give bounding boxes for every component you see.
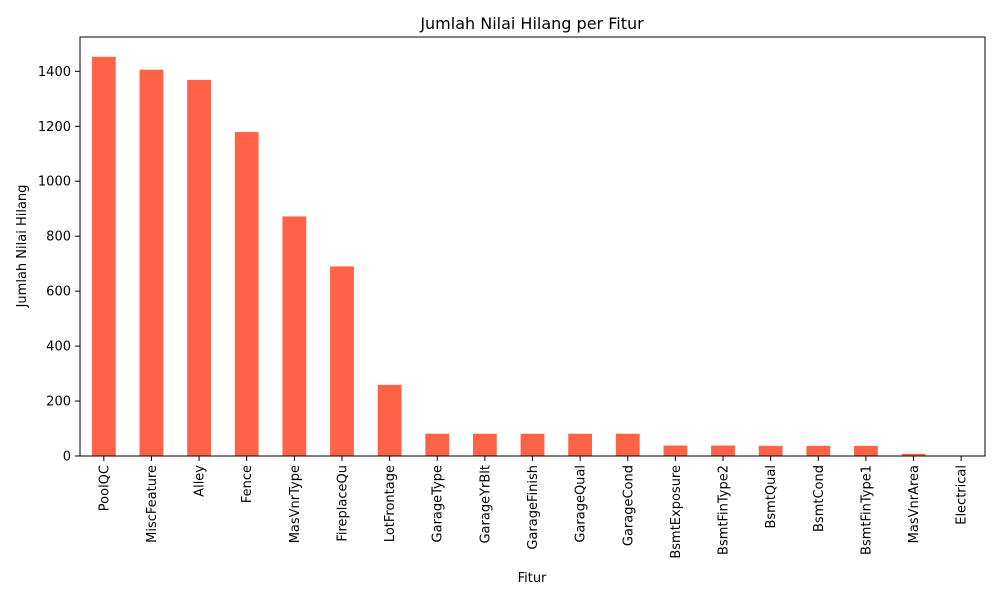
x-tick-label: BsmtCond xyxy=(812,465,827,532)
x-tick-label: BsmtFinType2 xyxy=(717,465,732,555)
x-tick-label: Fence xyxy=(240,465,255,503)
bar-BsmtFinType2 xyxy=(711,445,735,456)
x-tick-label: MiscFeature xyxy=(145,465,160,543)
bar-Alley xyxy=(187,79,211,457)
x-tick-label: BsmtExposure xyxy=(669,465,684,559)
bar-FireplaceQu xyxy=(330,266,354,456)
x-tick-label: MasVnrType xyxy=(288,465,303,543)
bar-PoolQC xyxy=(91,56,116,456)
bar-GarageYrBlt xyxy=(472,433,497,456)
bar-MiscFeature xyxy=(139,69,164,456)
bar-BsmtFinType1 xyxy=(854,445,878,456)
x-axis-ticks: PoolQC MiscFeature Alley Fence MasVnrType Fir… xyxy=(97,456,970,559)
bar-MasVnrType xyxy=(282,216,307,456)
x-tick-label: LotFrontage xyxy=(383,465,398,542)
y-tick-label: 400 xyxy=(46,340,71,355)
x-tick-label: GarageQual xyxy=(574,465,589,543)
x-tick-label: MasVnrArea xyxy=(907,465,922,543)
y-axis-ticks: 0 200 400 600 800 1000 1200 1400 xyxy=(38,65,80,465)
bar-GarageFinish xyxy=(520,433,545,456)
x-axis-label: Fitur xyxy=(518,571,547,586)
x-tick-label: GarageYrBlt xyxy=(478,465,493,544)
y-tick-label: 200 xyxy=(46,395,71,410)
bar-GarageType xyxy=(425,433,450,456)
x-tick-label: GarageType xyxy=(431,465,446,542)
x-tick-label: PoolQC xyxy=(97,465,112,511)
plot-area-frame xyxy=(79,36,986,457)
x-tick-label: GarageFinish xyxy=(526,465,541,550)
x-tick-label: BsmtFinType1 xyxy=(859,465,874,555)
y-tick-label: 1000 xyxy=(38,175,71,190)
bar-BsmtQual xyxy=(758,445,783,456)
bar-GarageCond xyxy=(615,433,640,456)
chart-title: Jumlah Nilai Hilang per Fitur xyxy=(419,14,644,33)
bar-Fence xyxy=(234,132,259,456)
x-tick-label: FireplaceQu xyxy=(335,465,350,542)
y-axis-label: Jumlah Nilai Hilang xyxy=(15,185,30,309)
bar-GarageQual xyxy=(568,433,593,456)
x-tick-label: Electrical xyxy=(955,465,970,525)
x-tick-label: BsmtQual xyxy=(764,465,779,529)
y-tick-label: 1400 xyxy=(38,65,71,80)
bar-BsmtExposure xyxy=(663,445,688,456)
bar-MasVnrArea xyxy=(901,453,926,456)
bars-group xyxy=(91,56,974,457)
x-tick-label: Alley xyxy=(193,465,208,497)
y-tick-label: 0 xyxy=(63,450,71,465)
y-tick-label: 1200 xyxy=(38,120,71,135)
bar-BsmtCond xyxy=(806,445,831,456)
y-tick-label: 800 xyxy=(46,230,71,245)
x-tick-label: GarageCond xyxy=(621,465,636,546)
y-tick-label: 600 xyxy=(46,285,71,300)
bar-LotFrontage xyxy=(377,384,402,456)
